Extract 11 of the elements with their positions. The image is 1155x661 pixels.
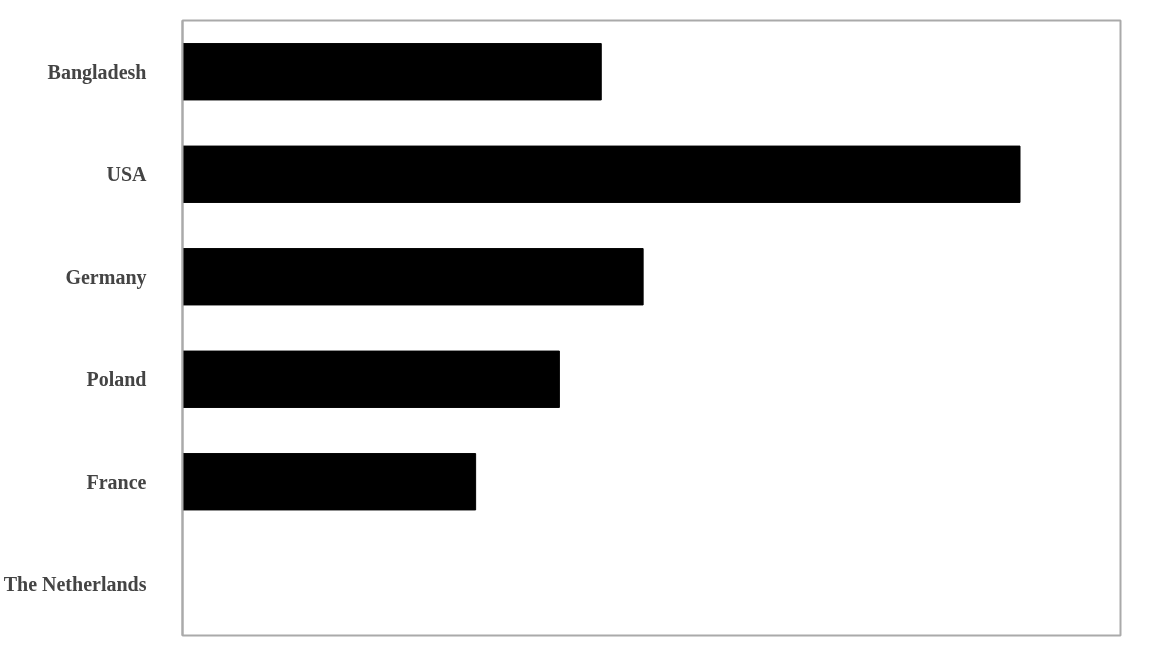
- y-tick-label: France: [86, 470, 147, 493]
- bar: [182, 248, 644, 306]
- y-tick-label: Germany: [65, 265, 147, 289]
- bar: [182, 350, 560, 408]
- y-tick-label: USA: [106, 163, 148, 186]
- y-tick-label: Poland: [86, 368, 147, 391]
- bar: [182, 453, 477, 511]
- bar: [182, 43, 602, 101]
- bar: [182, 145, 1021, 203]
- y-tick-label: Bangladesh: [47, 60, 147, 84]
- y-tick-label: The Netherlands: [3, 573, 147, 596]
